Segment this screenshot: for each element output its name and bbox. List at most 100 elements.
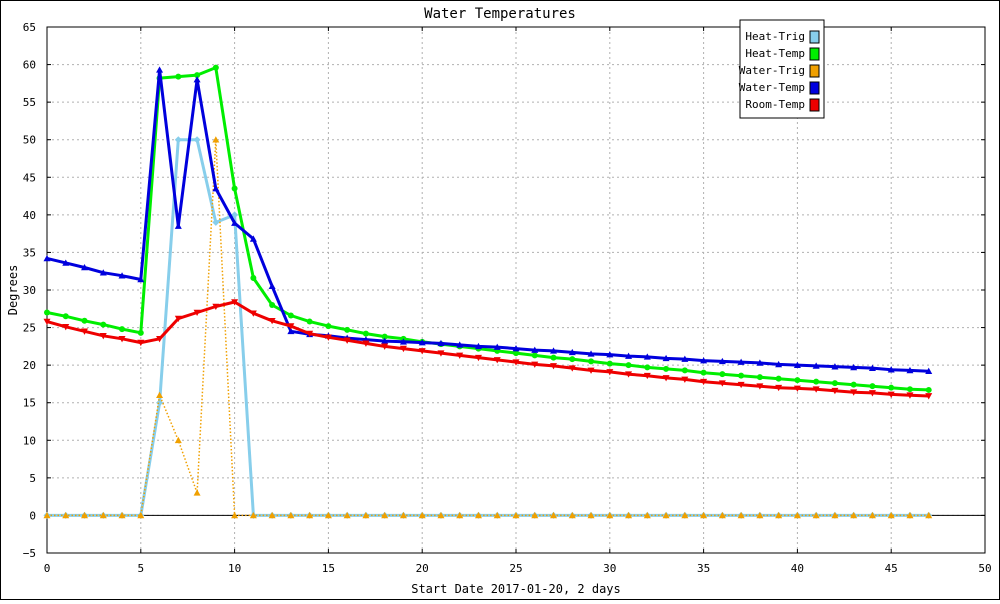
room-temp-point bbox=[718, 380, 726, 387]
water-temp-point bbox=[456, 341, 464, 348]
water-temp-point bbox=[906, 366, 914, 374]
room-temp-point bbox=[81, 328, 89, 335]
room-temp-point bbox=[474, 354, 482, 362]
y-tick-label: −5 bbox=[23, 547, 36, 560]
heat-temp-point bbox=[681, 367, 688, 374]
water-temp-point bbox=[212, 185, 220, 192]
heat-temp-point bbox=[344, 326, 351, 333]
room-temp-point bbox=[268, 318, 276, 325]
heat-temp-point bbox=[719, 371, 726, 378]
water-temp-point bbox=[62, 259, 70, 266]
water-temp-point bbox=[625, 352, 633, 359]
room-temp-point bbox=[850, 389, 858, 396]
legend-label-water-trig: Water-Trig bbox=[739, 64, 805, 77]
water-trig-point bbox=[306, 511, 314, 519]
room-temp-point bbox=[643, 372, 651, 380]
heat-temp-point bbox=[888, 384, 895, 391]
room-temp-point bbox=[62, 324, 70, 331]
legend-swatch-room-temp bbox=[809, 98, 820, 112]
water-trig-point bbox=[643, 511, 651, 519]
water-trig-point bbox=[887, 511, 895, 519]
heat-trig-point bbox=[193, 136, 201, 144]
y-tick-label: 60 bbox=[23, 59, 36, 72]
x-tick-label: 0 bbox=[44, 562, 51, 575]
heat-temp-point bbox=[756, 374, 763, 381]
heat-temp-point bbox=[250, 274, 257, 281]
heat-temp-point bbox=[531, 352, 538, 359]
water-temp-point bbox=[662, 354, 670, 362]
room-temp-point bbox=[700, 378, 708, 386]
water-trig-point bbox=[531, 511, 539, 519]
water-temp-point bbox=[531, 346, 539, 353]
heat-temp-point bbox=[644, 364, 651, 371]
water-trig-point bbox=[625, 511, 633, 519]
heat-temp-point bbox=[869, 383, 876, 390]
x-axis-ticks: 0 5 10 15 20 25 30 35 40 45 50 bbox=[44, 27, 992, 575]
room-temp-point bbox=[399, 345, 407, 353]
water-trig-point bbox=[868, 511, 876, 519]
x-tick-label: 30 bbox=[603, 562, 616, 575]
room-temp-point bbox=[456, 352, 464, 359]
water-trig-point bbox=[793, 511, 801, 519]
water-trig-point bbox=[493, 511, 501, 519]
heat-temp-point bbox=[831, 380, 838, 387]
room-temp-point bbox=[531, 361, 539, 368]
heat-temp-point bbox=[119, 326, 126, 333]
water-trig-point bbox=[268, 511, 276, 519]
water-temp-point bbox=[193, 76, 201, 83]
water-trig-point bbox=[512, 511, 520, 519]
heat-temp-point bbox=[175, 73, 182, 80]
legend-label-heat-trig: Heat-Trig bbox=[745, 30, 805, 43]
water-trig-point bbox=[812, 511, 820, 519]
heat-temp-point bbox=[775, 375, 782, 382]
water-temp-point bbox=[137, 275, 145, 283]
room-temp-point bbox=[193, 309, 201, 317]
y-axis-ticks: −5 0 5 10 15 20 25 30 35 40 45 50 55 60 65 bbox=[23, 21, 985, 560]
water-trig-point bbox=[287, 511, 295, 519]
water-temp-point bbox=[287, 327, 295, 335]
water-trig-point bbox=[474, 511, 482, 519]
x-tick-label: 25 bbox=[509, 562, 522, 575]
heat-temp-point bbox=[794, 377, 801, 384]
room-temp-point bbox=[156, 336, 164, 343]
y-tick-label: 55 bbox=[23, 96, 36, 109]
y-tick-label: 20 bbox=[23, 359, 36, 372]
water-trig-point bbox=[850, 511, 858, 519]
heat-temp-point bbox=[44, 309, 50, 316]
room-temp-point bbox=[587, 367, 595, 374]
room-temp-point bbox=[906, 392, 914, 399]
water-temp-point bbox=[381, 337, 389, 344]
water-temp-point bbox=[43, 254, 51, 262]
water-trig-point bbox=[418, 511, 426, 519]
heat-temp-point bbox=[194, 72, 201, 79]
heat-temp-point bbox=[588, 358, 595, 365]
water-trig-line bbox=[47, 138, 929, 517]
water-temp-point bbox=[643, 353, 651, 360]
heat-temp-line bbox=[46, 66, 929, 392]
x-tick-label: 45 bbox=[885, 562, 898, 575]
heat-temp-point bbox=[906, 386, 913, 393]
water-temp-point bbox=[249, 235, 257, 242]
heat-temp-point bbox=[100, 321, 107, 328]
room-temp-point bbox=[887, 391, 895, 398]
room-temp-point bbox=[568, 365, 576, 372]
room-temp-point bbox=[43, 318, 51, 326]
water-trig-point bbox=[118, 511, 126, 519]
water-trig-point bbox=[568, 511, 576, 519]
water-temp-point bbox=[756, 359, 764, 366]
room-temp-point bbox=[793, 385, 801, 392]
heat-temp-point bbox=[325, 323, 332, 330]
heat-trig-point bbox=[174, 136, 182, 144]
heat-temp-point bbox=[550, 354, 557, 361]
water-trig-point bbox=[906, 511, 914, 519]
y-tick-label: 65 bbox=[23, 21, 36, 34]
room-temp-point bbox=[418, 348, 426, 355]
water-temp-point bbox=[850, 363, 858, 371]
water-trig-point bbox=[212, 136, 220, 143]
water-trig-point bbox=[249, 511, 257, 519]
room-temp-point bbox=[625, 371, 633, 378]
water-trig-point bbox=[681, 511, 689, 519]
room-temp-point bbox=[362, 340, 370, 347]
